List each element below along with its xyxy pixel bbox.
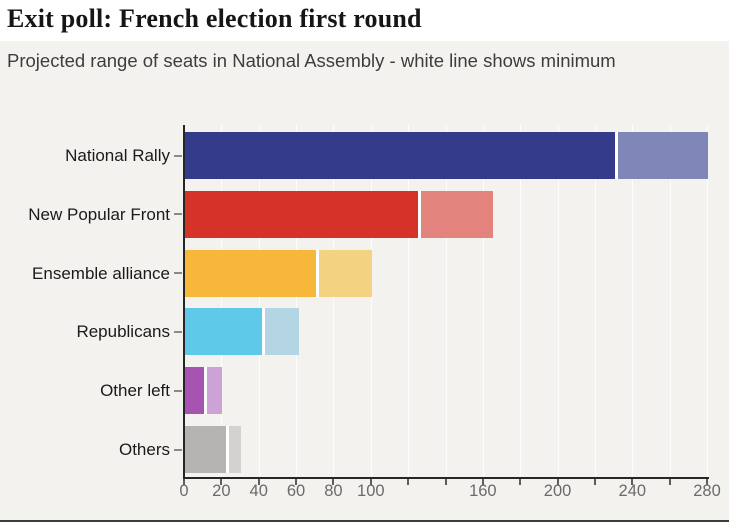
gridline	[333, 125, 335, 477]
gridline	[707, 125, 708, 477]
bar-others	[185, 426, 242, 473]
x-axis-tick	[556, 479, 559, 485]
bar-minimum-segment-republicans	[185, 308, 262, 356]
gridline	[221, 125, 223, 477]
x-axis-tick	[295, 479, 298, 485]
category-label-other-left: Other left	[100, 381, 170, 401]
gridline	[594, 125, 596, 477]
bar-other-left	[185, 367, 223, 415]
bar-minimum-segment-others	[185, 426, 227, 473]
x-axis-line	[183, 477, 709, 479]
minimum-white-line-republicans	[261, 308, 265, 356]
bottom-band	[0, 522, 729, 527]
x-tick-label: 0	[179, 482, 189, 500]
y-axis-tick	[174, 389, 182, 392]
minimum-white-line-others	[226, 426, 230, 473]
minimum-white-line-ensemble-alliance	[315, 249, 319, 297]
x-tick-label: 60	[286, 482, 306, 500]
bottom-divider	[0, 520, 729, 522]
x-axis-tick	[444, 479, 447, 485]
category-label-national-rally: National Rally	[65, 146, 170, 165]
category-label-others: Others	[118, 440, 170, 459]
bar-minimum-segment-other-left	[185, 367, 204, 415]
x-axis-tick	[220, 479, 223, 485]
bar-republicans	[185, 308, 299, 356]
title-band	[0, 0, 729, 41]
x-axis-tick	[668, 479, 671, 485]
gridline	[557, 125, 559, 477]
x-tick-label: 160	[469, 482, 497, 500]
x-tick-label: 280	[693, 482, 721, 500]
x-tick-label: 240	[618, 482, 647, 500]
x-tick-label: 40	[249, 482, 268, 500]
gridline	[258, 125, 260, 477]
x-axis-tick	[706, 479, 708, 485]
bar-national-rally	[185, 132, 708, 179]
gridline	[296, 125, 298, 477]
x-axis-tick	[593, 479, 596, 485]
minimum-white-line-national-rally	[614, 132, 618, 179]
category-label-republicans: Republicans	[76, 322, 170, 342]
x-axis-tick	[183, 479, 185, 485]
bar-minimum-segment-national-rally	[185, 132, 615, 179]
x-tick-label: 80	[324, 482, 343, 500]
y-axis-tick	[174, 448, 182, 451]
x-tick-label: 100	[357, 482, 385, 500]
bar-minimum-segment-new-popular-front	[185, 190, 419, 238]
x-axis-tick	[257, 479, 260, 485]
y-axis-tick	[174, 154, 182, 157]
gridline	[520, 125, 522, 477]
y-axis-tick	[174, 272, 182, 275]
minimum-white-line-new-popular-front	[418, 190, 422, 238]
category-label-ensemble-alliance: Ensemble alliance	[32, 263, 170, 283]
y-axis-tick	[174, 213, 182, 216]
gridline	[408, 125, 410, 477]
gridline	[370, 125, 372, 477]
x-axis-tick	[631, 479, 634, 485]
x-tick-label: 200	[543, 482, 572, 500]
x-axis-tick	[481, 479, 484, 485]
gridline	[632, 125, 634, 477]
x-axis-tick	[407, 479, 410, 485]
x-axis-tick	[332, 479, 335, 485]
x-axis-tick	[519, 479, 522, 485]
gridline	[445, 125, 447, 477]
gridline	[482, 125, 484, 477]
bar-ensemble-alliance	[185, 249, 372, 297]
chart-subtitle: Projected range of seats in National Ass…	[7, 50, 616, 71]
bar-new-popular-front	[185, 190, 494, 238]
y-axis-tick	[174, 330, 182, 333]
page-title: Exit poll: French election first round	[7, 4, 422, 33]
y-axis-line	[183, 125, 185, 479]
minimum-white-line-other-left	[203, 367, 207, 415]
category-label-new-popular-front: New Popular Front	[28, 204, 170, 224]
bar-minimum-segment-ensemble-alliance	[185, 249, 316, 297]
x-axis-tick	[369, 479, 372, 485]
x-tick-label: 20	[212, 482, 231, 500]
gridline	[669, 125, 671, 477]
